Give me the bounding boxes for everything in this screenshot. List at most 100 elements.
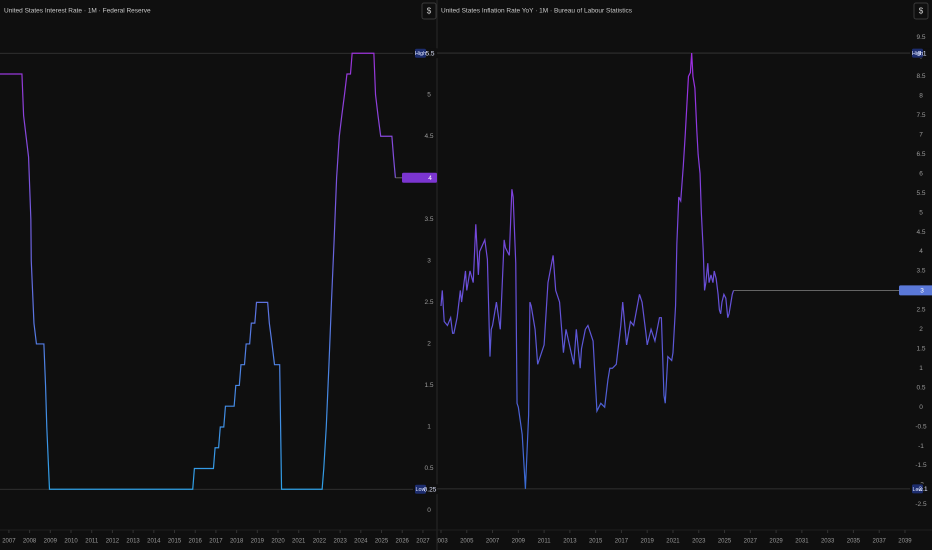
low-badge-tag [415,484,426,494]
y-tick-label: 1.5 [916,346,925,353]
y-tick-label: 4.5 [424,133,433,140]
y-tick-label: 6 [919,170,923,177]
x-tick-label: 2035 [847,539,861,545]
y-tick-label: 8.5 [916,73,925,80]
y-tick-label: -0.5 [915,423,927,430]
x-tick-label: 2025 [375,539,389,545]
x-tick-label: 2003 [434,539,448,545]
data-line [0,52,396,490]
x-tick-label: 2022 [313,539,327,545]
y-tick-label: 3 [427,258,431,265]
x-tick-label: 2039 [898,539,912,545]
x-tick-label: 2015 [168,539,182,545]
y-tick-label: 5.5 [916,190,925,197]
x-tick-label: 2010 [64,539,78,545]
y-tick-label: 1 [427,424,431,431]
x-tick-label: 2020 [271,539,285,545]
last-value-label: 4 [428,175,432,182]
y-tick-label: 3.5 [916,268,925,275]
y-tick-label: 7 [919,132,923,139]
x-tick-label: 2026 [396,539,410,545]
x-tick-label: 2009 [44,539,58,545]
last-value-badge [402,172,437,183]
high-badge-label: High [912,51,923,57]
x-tick-label: 2012 [106,539,120,545]
y-tick-label: -2.5 [915,501,927,508]
time-axis: 2007 2008 2009 2010 2011 2012 2013 2014 2015 2016… [2,530,430,545]
x-tick-label: 2014 [147,539,161,545]
x-tick-label: 2005 [460,539,474,545]
y-tick-label: 1 [919,365,923,372]
last-value-badge [899,285,932,296]
low-badge-label: Low [415,487,425,493]
high-badge-value: 5.5 [425,50,434,57]
x-tick-label: 2019 [641,539,655,545]
x-tick-label: 2019 [251,539,265,545]
y-tick-label: -1 [918,443,924,450]
high-badge-value: 9.1 [917,50,926,57]
high-badge-label: High [415,51,426,57]
y-tick-label: 8 [919,93,923,100]
x-tick-label: 2018 [230,539,244,545]
y-tick-label: 5 [427,91,431,98]
low-badge-label: Low [912,487,922,493]
x-tick-label: 2016 [189,539,203,545]
x-tick-label: 2024 [354,539,368,545]
y-tick-label: 0.5 [424,465,433,472]
y-tick-label: 4.5 [916,229,925,236]
x-tick-label: 2021 [666,539,680,545]
x-tick-label: 2029 [769,539,783,545]
x-tick-label: 2017 [209,539,223,545]
x-tick-label: 2007 [486,539,500,545]
x-tick-label: 2011 [85,539,99,545]
x-tick-label: 2015 [589,539,603,545]
y-tick-label: 3.5 [424,216,433,223]
y-tick-label: 9.5 [916,34,925,41]
y-tick-label: 2 [427,341,431,348]
data-line [440,53,735,489]
high-badge-tag [912,48,923,58]
last-value-label: 3 [920,288,924,295]
x-tick-label: 2027 [744,539,758,545]
x-tick-label: 2009 [512,539,526,545]
x-tick-label: 2008 [23,539,37,545]
currency-label: $ [919,7,924,16]
y-tick-label: 2.5 [424,299,433,306]
low-badge-value: 0.25 [424,486,437,493]
x-tick-label: 2013 [126,539,140,545]
currency-button[interactable] [421,2,437,20]
y-tick-label: 2 [919,326,923,333]
x-tick-label: 2037 [873,539,887,545]
pane-title: United States Interest Rate · 1M · Feder… [4,8,151,15]
y-tick-label: 5 [919,209,923,216]
low-badge-value: -2.1 [916,486,928,493]
x-tick-label: 2017 [615,539,629,545]
y-tick-label: 0.5 [916,384,925,391]
x-tick-label: 2025 [718,539,732,545]
low-badge-tag [912,484,923,494]
x-tick-label: 2031 [795,539,809,545]
x-tick-label: 2021 [292,539,306,545]
y-tick-label: 2.5 [916,307,925,314]
x-tick-label: 2027 [416,539,430,545]
high-badge-tag [415,48,426,58]
y-tick-label: 0 [427,507,431,514]
x-tick-label: 2023 [333,539,347,545]
y-tick-label: 7.5 [916,112,925,119]
time-axis: 2003 2005 2007 2009 2011 2013 2015 2017 2019 2021… [434,530,912,545]
y-tick-label: 6.5 [916,151,925,158]
y-tick-label: 4 [919,248,923,255]
y-tick-label: 1.5 [424,382,433,389]
pane-title: United States Inflation Rate YoY · 1M · … [441,8,633,15]
y-tick-label: 0 [919,404,923,411]
currency-label: $ [427,7,432,16]
x-tick-label: 2023 [692,539,706,545]
currency-button[interactable] [913,2,929,20]
x-tick-label: 2013 [563,539,577,545]
x-tick-label: 2007 [2,539,16,545]
x-tick-label: 2011 [538,539,552,545]
x-tick-label: 2033 [821,539,835,545]
